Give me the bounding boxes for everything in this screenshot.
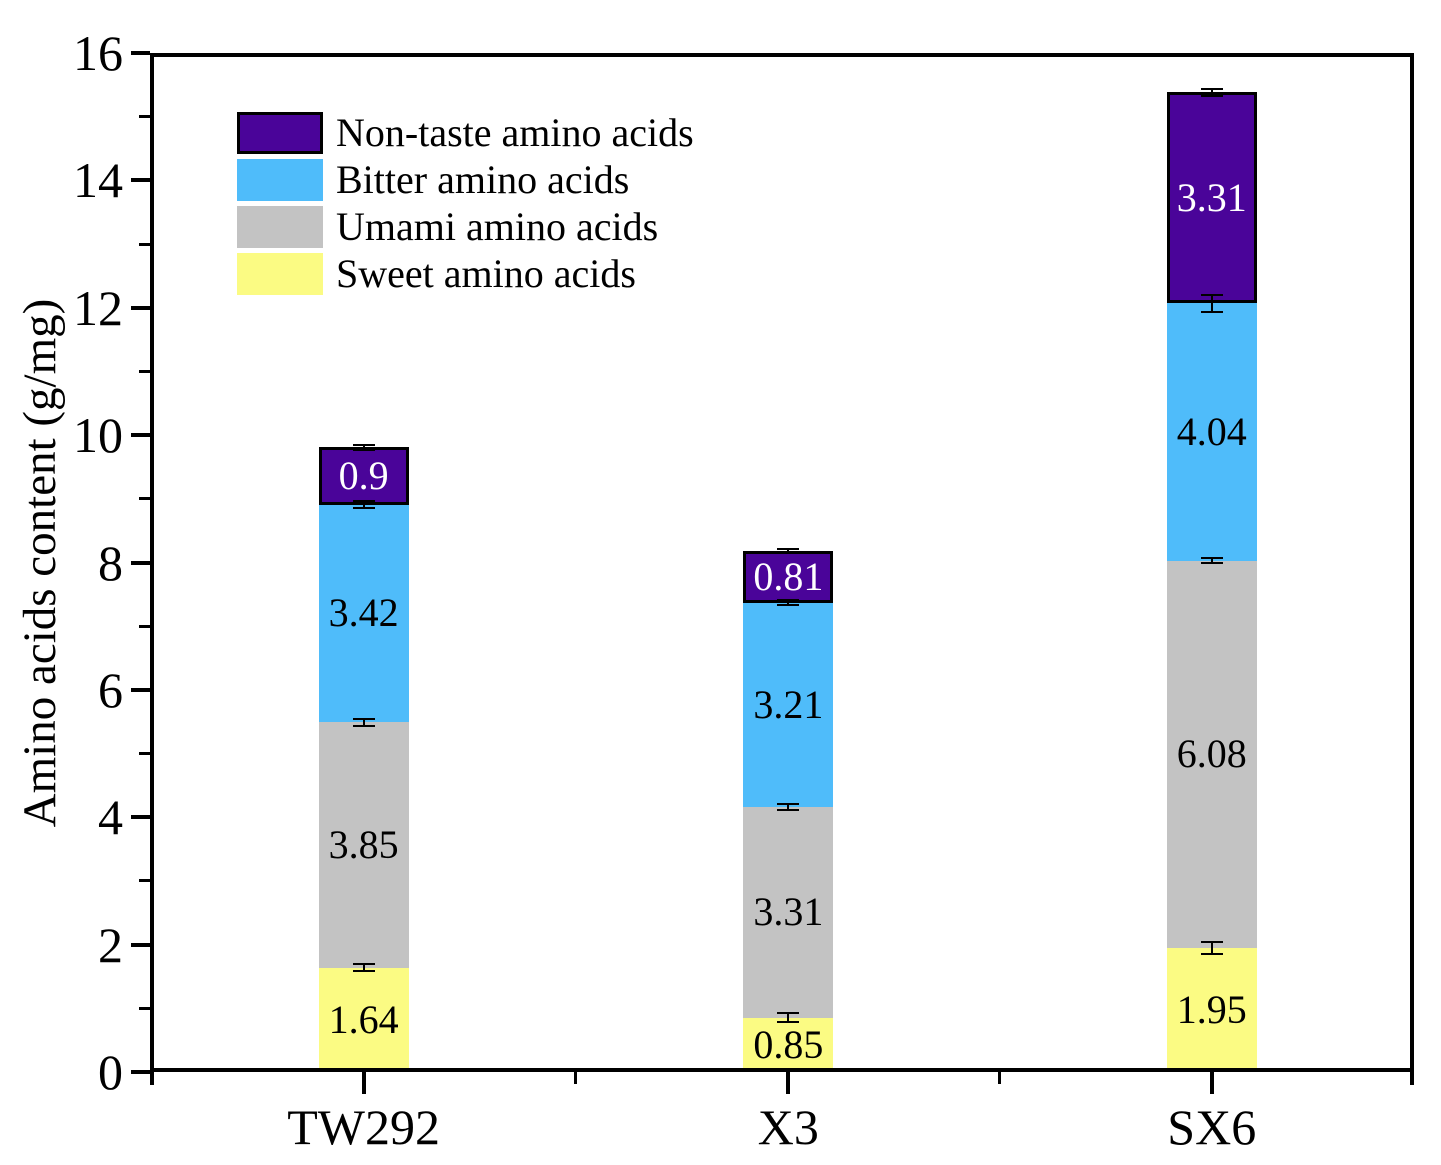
legend-item: Bitter amino acids: [237, 159, 694, 201]
error-bar-cap: [1200, 941, 1223, 944]
error-bar-cap: [352, 717, 375, 720]
segment-sweet: 1.64: [318, 967, 409, 1072]
error-bar-cap: [777, 548, 800, 551]
segment-value-label: 1.64: [328, 996, 399, 1042]
legend-swatch: [237, 112, 323, 154]
legend-label: Sweet amino acids: [336, 251, 636, 296]
error-bar-cap: [777, 1021, 800, 1024]
legend-label: Non-taste amino acids: [336, 110, 694, 155]
error-bar-cap: [777, 809, 800, 812]
segment-value-label: 3.31: [753, 889, 824, 935]
error-bar-cap: [352, 725, 375, 728]
legend-swatch: [237, 253, 323, 295]
segment-value-label: 4.04: [1176, 408, 1247, 454]
segment-value-label: 1.95: [1176, 986, 1247, 1032]
segment-bitter: 3.21: [743, 602, 834, 808]
legend-swatch: [237, 159, 323, 201]
segment-value-label: 0.85: [753, 1021, 824, 1067]
segment-bitter: 3.42: [318, 504, 409, 723]
legend-item: Non-taste amino acids: [237, 112, 694, 154]
error-bar-line: [1210, 295, 1213, 312]
error-bar-cap: [1200, 95, 1223, 98]
segment-umami: 3.31: [743, 807, 834, 1018]
error-bar-line: [787, 549, 790, 553]
error-bar-cap: [352, 963, 375, 966]
segment-sweet: 1.95: [1166, 947, 1257, 1072]
error-bar-line: [1210, 558, 1213, 564]
error-bar-cap: [777, 1012, 800, 1015]
error-bar-cap: [352, 506, 375, 509]
segment-sweet: 0.85: [743, 1017, 834, 1072]
error-bar-cap: [1200, 87, 1223, 90]
error-bar-cap: [777, 599, 800, 602]
error-bar-cap: [1200, 294, 1223, 296]
error-bar-line: [787, 1013, 790, 1023]
error-bar-cap: [777, 802, 800, 805]
segment-value-label: 3.31: [1176, 174, 1247, 220]
error-bar-line: [362, 501, 365, 508]
segment-non-taste: 3.31: [1166, 92, 1257, 304]
segment-bitter: 4.04: [1166, 303, 1257, 561]
legend-swatch: [237, 206, 323, 248]
legend-label: Bitter amino acids: [336, 157, 630, 202]
segment-value-label: 3.85: [328, 821, 399, 867]
error-bar-line: [787, 600, 790, 606]
error-bar-line: [362, 718, 365, 727]
error-bar-line: [362, 444, 365, 450]
error-bar-cap: [352, 500, 375, 503]
segment-umami: 6.08: [1166, 560, 1257, 948]
legend: Non-taste amino acids Bitter amino acids U…: [237, 112, 694, 295]
error-bar-cap: [1200, 557, 1223, 560]
legend-label: Umami amino acids: [336, 204, 659, 249]
error-bar-cap: [352, 443, 375, 446]
legend-item: Umami amino acids: [237, 206, 694, 248]
segment-umami: 3.85: [318, 722, 409, 968]
error-bar-cap: [352, 448, 375, 451]
error-bar-cap: [352, 969, 375, 972]
error-bar-cap: [1200, 952, 1223, 955]
error-bar-line: [1210, 942, 1213, 954]
error-bar-line: [362, 964, 365, 971]
error-bar-line: [1210, 88, 1213, 97]
error-bar-cap: [777, 551, 800, 554]
legend-item: Sweet amino acids: [237, 253, 694, 295]
error-bar-cap: [1200, 562, 1223, 565]
error-bar-cap: [777, 604, 800, 607]
segment-non-taste: 0.9: [318, 447, 409, 505]
segment-non-taste: 0.81: [743, 551, 834, 603]
segment-value-label: 0.81: [753, 553, 824, 599]
segment-value-label: 3.42: [328, 590, 399, 636]
segment-value-label: 6.08: [1176, 731, 1247, 777]
segment-value-label: 0.9: [338, 452, 389, 498]
error-bar-cap: [1200, 310, 1223, 313]
error-bar-line: [787, 803, 790, 811]
segment-value-label: 3.21: [753, 681, 824, 727]
